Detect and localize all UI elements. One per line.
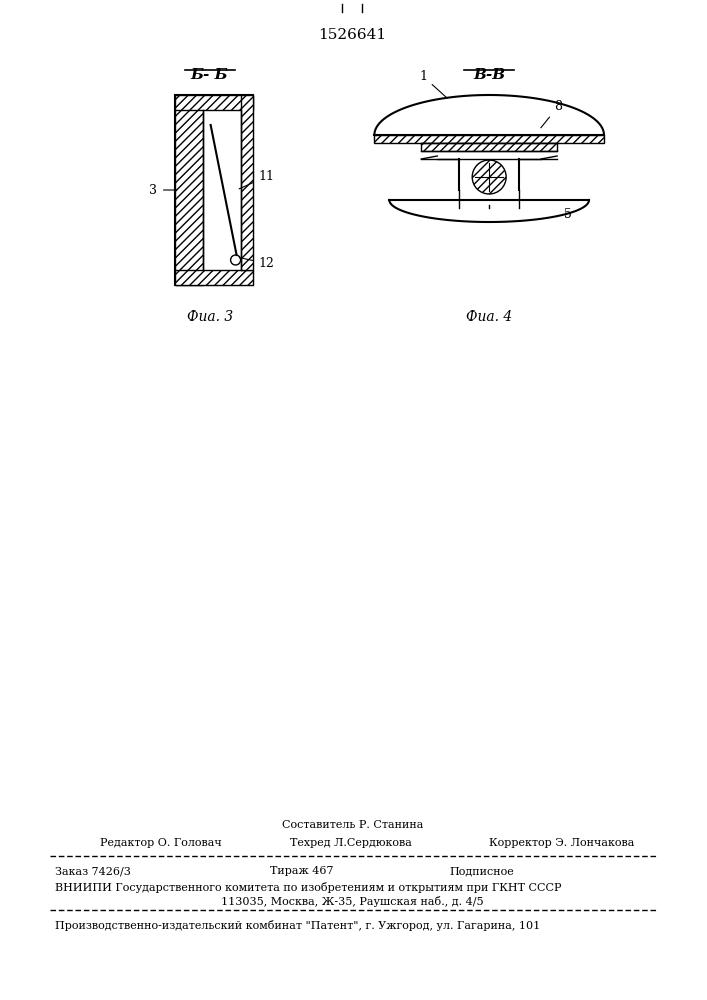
Text: 113035, Москва, Ж-35, Раушская наб., д. 4/5: 113035, Москва, Ж-35, Раушская наб., д. … [221,896,484,907]
Text: Фиа. 4: Фиа. 4 [466,310,513,324]
Text: Производственно-издательский комбинат "Патент", г. Ужгород, ул. Гагарина, 101: Производственно-издательский комбинат "П… [55,920,540,931]
Text: 3: 3 [148,184,157,196]
Bar [175,270,252,285]
Text: ВНИИПИ Государственного комитета по изобретениям и открытиям при ГКНТ СССР: ВНИИПИ Государственного комитета по изоб… [55,882,561,893]
Text: Заказ 7426/3: Заказ 7426/3 [55,866,131,876]
Text: Фиа. 3: Фиа. 3 [187,310,233,324]
Text: Тираж 467: Тираж 467 [269,866,333,876]
Text: 12: 12 [239,257,274,270]
Text: 1: 1 [419,70,448,98]
Circle shape [472,160,506,194]
Bar [175,95,252,285]
Text: 11: 11 [239,170,274,189]
Text: Техред Л.Сердюкова: Техред Л.Сердюкова [289,838,411,848]
Text: Составитель Р. Станина: Составитель Р. Станина [281,820,423,830]
Text: 8: 8 [541,100,562,128]
Bar [240,95,252,270]
Bar [175,95,203,285]
Text: 5: 5 [564,209,572,222]
Bar [375,135,604,143]
Text: Корректор Э. Лончакова: Корректор Э. Лончакова [489,838,635,848]
Bar [421,143,557,151]
Text: Подписное: Подписное [449,866,514,876]
Bar [175,95,252,110]
Text: Редактор О. Головач: Редактор О. Головач [100,838,221,848]
Text: Б- Б: Б- Б [191,68,228,82]
Text: В-В: В-В [473,68,506,82]
Text: 1526641: 1526641 [318,28,387,42]
